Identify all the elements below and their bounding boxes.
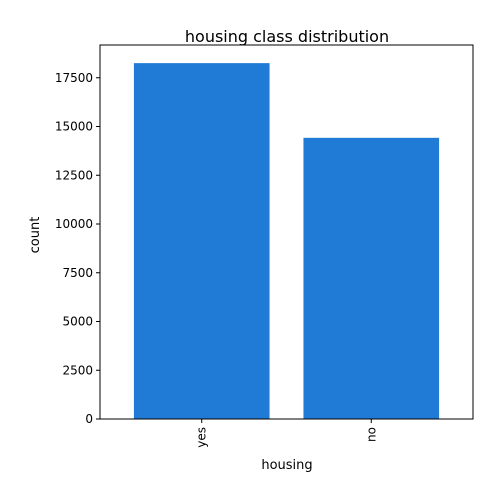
y-axis-ticks: 0 2500 5000 7500 10000 12500 15000 17500	[55, 71, 100, 426]
x-tick-label: yes	[195, 427, 209, 448]
y-tick-label: 0	[85, 412, 93, 426]
bars-group	[133, 63, 440, 420]
x-axis-label: housing	[261, 458, 312, 473]
chart-title: housing class distribution	[185, 27, 389, 46]
y-tick-label: 7500	[62, 266, 93, 280]
bar-yes	[133, 63, 270, 419]
y-tick-label: 10000	[55, 217, 93, 231]
y-axis-label: count	[28, 217, 43, 254]
bar-no	[303, 137, 440, 420]
y-tick-label: 12500	[55, 168, 93, 182]
x-tick-label: no	[364, 427, 378, 442]
y-tick-label: 15000	[55, 120, 93, 134]
x-axis-ticks: yes no	[195, 419, 378, 448]
y-tick-label: 17500	[55, 71, 93, 85]
y-tick-label: 2500	[62, 363, 93, 377]
plot-frame	[99, 44, 474, 420]
y-tick-label: 5000	[62, 315, 93, 329]
